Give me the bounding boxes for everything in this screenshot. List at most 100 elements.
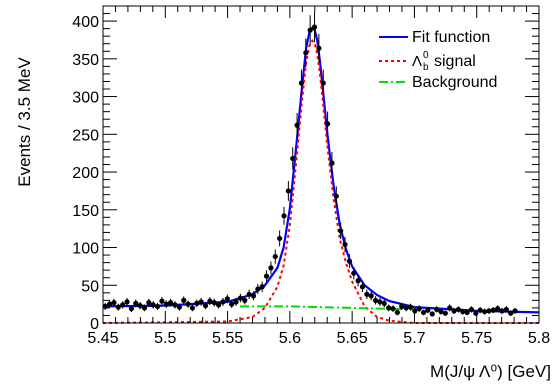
data-point xyxy=(473,310,479,316)
data-point xyxy=(307,27,313,33)
data-point xyxy=(368,293,374,299)
data-point xyxy=(399,303,405,309)
x-tick-label: 5.8 xyxy=(528,330,550,347)
tick-labels: 5.45 5.5 5.55 5.6 5.65 5.7 5.75 5.8 0 50 100 150 200… xyxy=(72,14,550,347)
legend-lambda-superscript: 0 xyxy=(423,50,429,61)
data-point xyxy=(172,302,178,308)
x-tick-label: 5.5 xyxy=(154,330,176,347)
data-point xyxy=(447,305,453,311)
data-point xyxy=(495,306,501,312)
data-point xyxy=(176,304,182,310)
curve-layer xyxy=(102,26,540,324)
data-point xyxy=(477,307,483,313)
data-point xyxy=(124,299,130,305)
data-point xyxy=(325,121,331,127)
y-axis-label: Events / 3.5 MeV xyxy=(15,57,34,187)
legend-lambda-subscript: b xyxy=(423,62,429,73)
y-tick-label: 400 xyxy=(72,14,99,31)
data-point xyxy=(181,297,187,303)
y-tick-label: 100 xyxy=(72,241,99,258)
data-point xyxy=(111,300,117,306)
data-point xyxy=(159,298,165,304)
data-point xyxy=(486,308,492,314)
fit-function-curve xyxy=(102,26,540,314)
data-point xyxy=(233,299,239,305)
data-point xyxy=(460,309,466,315)
data-point xyxy=(403,305,409,311)
data-point xyxy=(364,291,370,297)
data-point xyxy=(194,300,200,306)
data-point xyxy=(163,301,169,307)
data-point xyxy=(434,306,440,313)
data-point xyxy=(490,307,496,313)
data-point xyxy=(416,306,422,312)
data-point xyxy=(503,306,509,313)
x-tick-label: 5.55 xyxy=(212,330,243,347)
data-point xyxy=(107,301,113,307)
data-point xyxy=(455,306,462,313)
data-point xyxy=(394,309,400,316)
data-point xyxy=(146,300,152,306)
data-point xyxy=(298,80,305,86)
data-point xyxy=(168,300,174,306)
data-point xyxy=(137,303,143,309)
axes xyxy=(102,5,540,324)
data-point xyxy=(224,296,230,302)
data-point xyxy=(481,309,488,315)
data-point xyxy=(268,265,274,271)
x-tick-label: 5.7 xyxy=(403,330,425,347)
data-point xyxy=(468,306,475,313)
data-point xyxy=(255,286,261,292)
data-point xyxy=(290,155,296,162)
data-point xyxy=(216,302,222,308)
legend-label-signal: signal xyxy=(434,53,476,70)
x-tick-label: 5.6 xyxy=(279,330,301,347)
data-point xyxy=(185,301,191,307)
data-point xyxy=(303,50,309,56)
data-point xyxy=(407,304,414,310)
x-tick-label: 5.65 xyxy=(337,330,368,347)
data-point xyxy=(133,300,139,306)
data-point xyxy=(242,297,248,303)
x-tick-label: 5.45 xyxy=(87,330,118,347)
data-point xyxy=(115,304,121,310)
data-point xyxy=(442,310,448,316)
y-tick-label: 250 xyxy=(72,127,99,144)
data-point xyxy=(294,122,300,128)
x-axis-label: M(J/ψ Λ⁰) [GeV] xyxy=(430,362,551,381)
data-point xyxy=(499,308,505,314)
data-point xyxy=(237,295,244,301)
data-point xyxy=(202,303,209,309)
data-point xyxy=(333,193,339,199)
data-point xyxy=(272,253,278,260)
data-point xyxy=(425,307,431,313)
data-point-layer xyxy=(102,12,518,317)
data-point xyxy=(372,297,379,303)
data-point xyxy=(355,278,361,284)
legend: Fit function Λ 0b signal Background xyxy=(379,29,497,91)
data-point xyxy=(277,235,283,242)
data-point xyxy=(281,213,287,219)
data-point xyxy=(263,273,270,279)
data-point xyxy=(189,305,196,311)
data-point xyxy=(451,308,457,314)
data-point xyxy=(412,308,418,314)
data-point xyxy=(259,284,265,290)
data-point xyxy=(342,241,348,248)
data-point xyxy=(464,309,470,316)
data-point xyxy=(351,270,357,276)
data-point xyxy=(346,258,353,264)
x-tick-label: 5.75 xyxy=(461,330,492,347)
y-tick-label: 350 xyxy=(72,52,99,69)
data-point xyxy=(512,308,518,314)
y-tick-label: 300 xyxy=(72,90,99,107)
data-point xyxy=(120,302,126,308)
y-tick-label: 200 xyxy=(72,165,99,182)
legend-lambda-symbol: Λ xyxy=(412,53,422,70)
data-point xyxy=(198,299,204,305)
data-point xyxy=(250,293,257,299)
y-tick-label: 0 xyxy=(90,316,99,333)
data-point xyxy=(207,298,213,304)
background-curve xyxy=(240,305,415,311)
